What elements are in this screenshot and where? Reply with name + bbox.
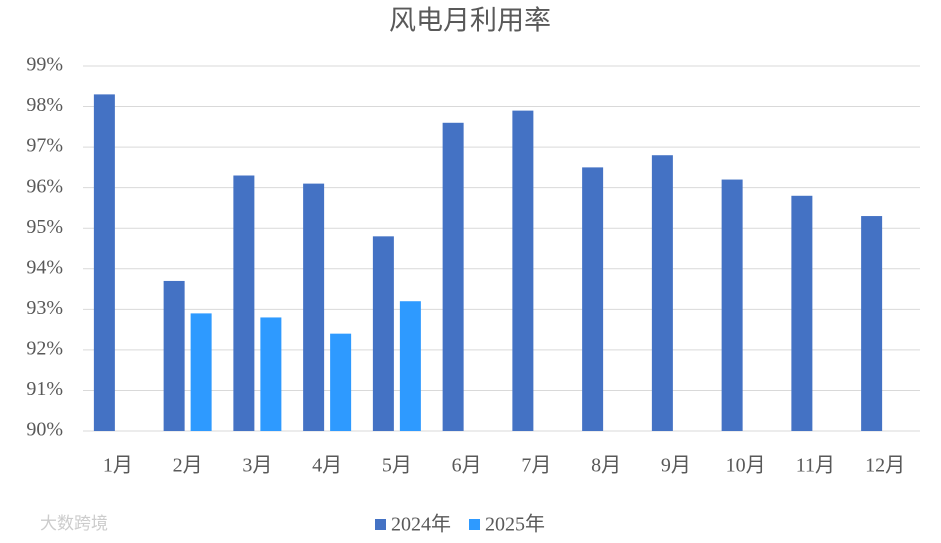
y-tick-label: 98% <box>26 94 63 116</box>
bar <box>861 216 883 431</box>
bar <box>330 333 352 431</box>
y-tick-label: 96% <box>26 175 63 197</box>
chart-title: 风电月利用率 <box>389 6 551 37</box>
x-tick-label: 10月 <box>726 455 766 477</box>
legend-label: 2025年 <box>485 513 545 536</box>
x-tick-label: 6月 <box>452 455 482 477</box>
legend-label: 2024年 <box>391 513 451 536</box>
legend-swatch <box>469 519 480 530</box>
x-tick-label: 8月 <box>591 455 621 477</box>
bar <box>93 94 115 431</box>
bar <box>442 122 464 432</box>
y-tick-label: 95% <box>26 216 63 238</box>
bar <box>512 110 534 431</box>
y-tick-label: 99% <box>26 54 63 76</box>
x-tick-label: 5月 <box>382 455 412 477</box>
y-tick-label: 90% <box>26 419 63 441</box>
bar <box>721 179 743 431</box>
y-tick-label: 93% <box>26 297 63 319</box>
bar <box>791 195 813 431</box>
x-tick-label: 4月 <box>312 455 342 477</box>
bar <box>582 167 604 431</box>
bar <box>163 280 185 431</box>
x-tick-label: 9月 <box>661 455 691 477</box>
y-tick-label: 94% <box>26 256 63 278</box>
x-tick-label: 1月 <box>103 455 133 477</box>
watermark: 大数跨境 <box>40 514 108 534</box>
y-tick-label: 91% <box>26 378 63 400</box>
x-tick-label: 3月 <box>242 455 272 477</box>
bar <box>190 313 212 431</box>
bar <box>260 317 282 431</box>
x-tick-label: 11月 <box>796 455 835 477</box>
bar <box>372 236 394 431</box>
bar <box>651 155 673 431</box>
x-tick-label: 2月 <box>173 455 203 477</box>
y-tick-label: 97% <box>26 135 63 157</box>
bar <box>233 175 255 431</box>
x-tick-label: 12月 <box>865 455 905 477</box>
bar <box>303 183 325 431</box>
legend-swatch <box>375 519 386 530</box>
bar <box>399 301 421 431</box>
y-tick-label: 92% <box>26 337 63 359</box>
x-tick-label: 7月 <box>521 455 551 477</box>
